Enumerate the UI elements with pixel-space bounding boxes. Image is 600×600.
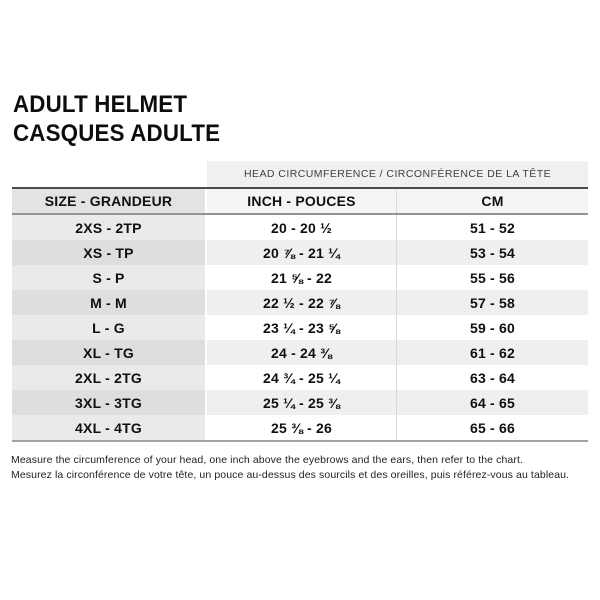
table-row: XL - TG 24 - 24 ⅜ 61 - 62 — [12, 340, 588, 365]
head-circumference-header: HEAD CIRCUMFERENCE / CIRCONFÉRENCE DE LA… — [207, 161, 588, 187]
page-title: ADULT HELMET CASQUES ADULTE — [13, 90, 220, 148]
size-cell: 2XL - 2TG — [12, 365, 205, 390]
size-cell: M - M — [12, 290, 205, 315]
cm-cell: 65 - 66 — [397, 415, 588, 440]
span-header-spacer — [12, 161, 207, 187]
inch-cell: 23 ¼ - 23 ⅝ — [207, 315, 397, 340]
table-row: 2XL - 2TG 24 ¾ - 25 ¼ 63 - 64 — [12, 365, 588, 390]
table-row: L - G 23 ¼ - 23 ⅝ 59 - 60 — [12, 315, 588, 340]
table-row: 3XL - 3TG 25 ¼ - 25 ⅜ 64 - 65 — [12, 390, 588, 415]
table-row: 2XS - 2TP 20 - 20 ½ 51 - 52 — [12, 215, 588, 240]
inch-cell: 21 ⅝ - 22 — [207, 265, 397, 290]
cm-cell: 55 - 56 — [397, 265, 588, 290]
inch-cell: 24 - 24 ⅜ — [207, 340, 397, 365]
table-row: M - M 22 ½ - 22 ⅞ 57 - 58 — [12, 290, 588, 315]
size-cell: S - P — [12, 265, 205, 290]
cm-cell: 61 - 62 — [397, 340, 588, 365]
column-header-inch: INCH - POUCES — [207, 189, 397, 213]
table-span-header-row: HEAD CIRCUMFERENCE / CIRCONFÉRENCE DE LA… — [12, 161, 588, 187]
page-title-fr: CASQUES ADULTE — [13, 120, 221, 147]
cm-cell: 64 - 65 — [397, 390, 588, 415]
table-row: 4XL - 4TG 25 ⅜ - 26 65 - 66 — [12, 415, 588, 440]
size-cell: 3XL - 3TG — [12, 390, 205, 415]
column-header-size: SIZE - GRANDEUR — [12, 189, 205, 213]
cm-cell: 57 - 58 — [397, 290, 588, 315]
inch-cell: 20 - 20 ½ — [207, 215, 397, 240]
size-cell: XL - TG — [12, 340, 205, 365]
cm-cell: 63 - 64 — [397, 365, 588, 390]
inch-cell: 20 ⅞ - 21 ¼ — [207, 240, 397, 265]
table-body: 2XS - 2TP 20 - 20 ½ 51 - 52 XS - TP 20 ⅞… — [12, 215, 588, 442]
table-header-row: SIZE - GRANDEUR INCH - POUCES CM — [12, 187, 588, 215]
size-table: HEAD CIRCUMFERENCE / CIRCONFÉRENCE DE LA… — [12, 161, 588, 442]
measuring-instruction-en: Measure the circumference of your head, … — [11, 454, 523, 466]
size-cell: 2XS - 2TP — [12, 215, 205, 240]
cm-cell: 53 - 54 — [397, 240, 588, 265]
size-cell: L - G — [12, 315, 205, 340]
measuring-instruction-fr: Mesurez la circonférence de votre tête, … — [11, 468, 570, 481]
page-title-en: ADULT HELMET — [13, 91, 188, 118]
measuring-instructions: Measure the circumference of your head, … — [11, 453, 569, 482]
size-cell: XS - TP — [12, 240, 205, 265]
table-row: S - P 21 ⅝ - 22 55 - 56 — [12, 265, 588, 290]
inch-cell: 22 ½ - 22 ⅞ — [207, 290, 397, 315]
inch-cell: 25 ⅜ - 26 — [207, 415, 397, 440]
column-header-cm: CM — [397, 189, 588, 213]
size-cell: 4XL - 4TG — [12, 415, 205, 440]
inch-cell: 24 ¾ - 25 ¼ — [207, 365, 397, 390]
inch-cell: 25 ¼ - 25 ⅜ — [207, 390, 397, 415]
cm-cell: 59 - 60 — [397, 315, 588, 340]
table-row: XS - TP 20 ⅞ - 21 ¼ 53 - 54 — [12, 240, 588, 265]
cm-cell: 51 - 52 — [397, 215, 588, 240]
